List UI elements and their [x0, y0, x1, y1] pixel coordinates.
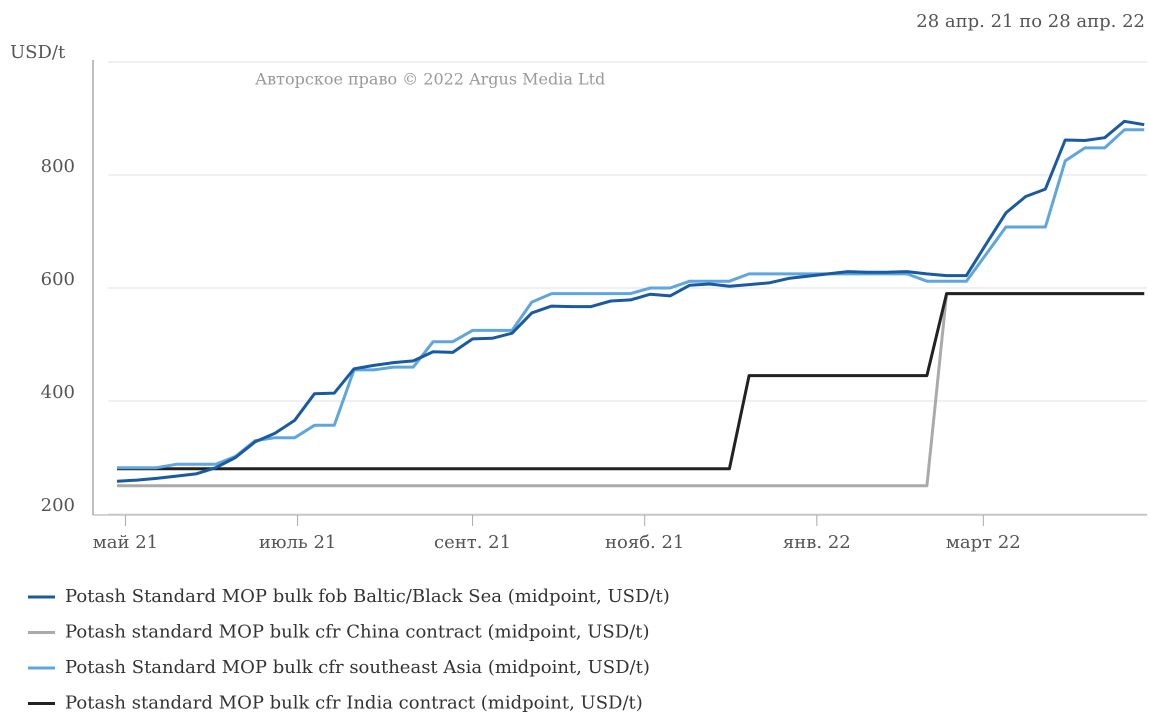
series-line: [117, 128, 1145, 470]
x-tick-label: июль 21: [259, 532, 337, 553]
y-axis-label: USD/t: [10, 42, 66, 63]
legend-label: Potash standard MOP bulk cfr India contr…: [65, 693, 643, 713]
legend-label: Potash Standard MOP bulk cfr southeast A…: [65, 657, 650, 678]
legend-label: Potash standard MOP bulk cfr China contr…: [65, 622, 650, 643]
series-line: [117, 292, 1145, 488]
y-tick-label: 800: [41, 156, 75, 177]
x-tick-label: сент. 21: [434, 532, 511, 553]
series-line: [116, 119, 1145, 483]
y-tick-label: 200: [41, 495, 75, 516]
legend-label: Potash Standard MOP bulk fob Baltic/Blac…: [65, 586, 670, 607]
y-tick-label: 600: [41, 269, 75, 290]
y-tick-label: 400: [41, 382, 75, 403]
x-tick-label: янв. 22: [783, 532, 851, 553]
series-line: [117, 292, 1145, 471]
x-tick-label: май 21: [93, 532, 158, 553]
x-tick-label: март 22: [946, 532, 1021, 553]
x-tick-label: нояб. 21: [605, 532, 684, 553]
annotation: Авторское право © 2022 Argus Media Ltd: [255, 70, 605, 89]
subtitle: 28 апр. 21 по 28 апр. 22: [916, 11, 1145, 32]
